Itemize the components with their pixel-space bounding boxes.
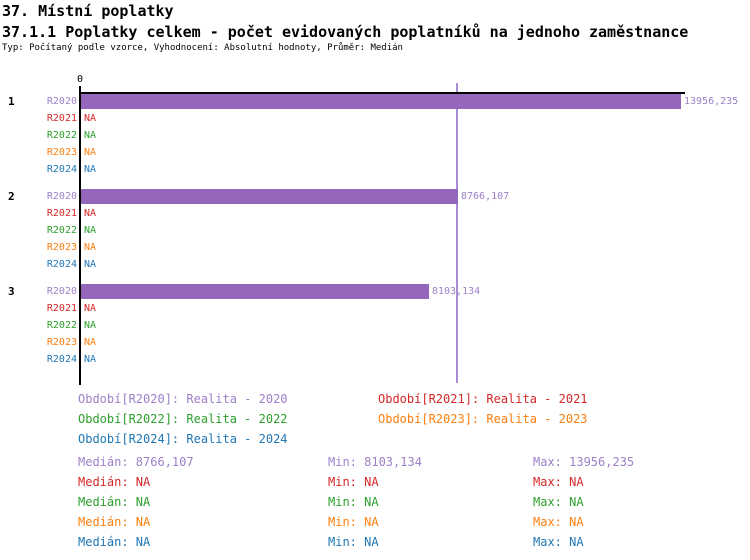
stat-max: Max: NA bbox=[533, 475, 584, 489]
chart-row: R2021 NA bbox=[0, 205, 750, 222]
y-axis-line bbox=[79, 86, 81, 385]
stats-row: Medián: NA Min: NA Max: NA bbox=[0, 496, 750, 510]
x-axis-line bbox=[79, 92, 685, 94]
legend-item-r2024: Období[R2024]: Realita - 2024 bbox=[78, 432, 288, 446]
stat-min: Min: NA bbox=[328, 515, 379, 529]
chart-row: R2023 NA bbox=[0, 239, 750, 256]
value-bar bbox=[81, 284, 429, 299]
stat-min: Min: 8103,134 bbox=[328, 455, 422, 469]
chart-row: R2021 NA bbox=[0, 300, 750, 317]
value-label: NA bbox=[84, 354, 97, 365]
chart-row: R2022 NA bbox=[0, 127, 750, 144]
stats-row: Medián: NA Min: NA Max: NA bbox=[0, 536, 750, 550]
series-label: R2020 bbox=[46, 96, 77, 107]
chart-row: R2020 8766,107 bbox=[0, 188, 750, 205]
median-line bbox=[456, 83, 458, 383]
value-label: 8766,107 bbox=[461, 191, 510, 202]
chart-row: R2023 NA bbox=[0, 334, 750, 351]
chart-row: R2024 NA bbox=[0, 161, 750, 178]
value-label: 8103,134 bbox=[432, 286, 481, 297]
value-bar bbox=[81, 94, 681, 109]
legend-item-r2022: Období[R2022]: Realita - 2022 bbox=[78, 412, 288, 426]
value-label: NA bbox=[84, 208, 97, 219]
series-label: R2021 bbox=[46, 208, 77, 219]
series-label: R2022 bbox=[46, 225, 77, 236]
stat-max: Max: NA bbox=[533, 515, 584, 529]
value-bar bbox=[81, 189, 458, 204]
value-label: NA bbox=[84, 113, 97, 124]
series-label: R2023 bbox=[46, 147, 77, 158]
chart-row: R2024 NA bbox=[0, 351, 750, 368]
series-label: R2021 bbox=[46, 113, 77, 124]
chart-row: R2024 NA bbox=[0, 256, 750, 273]
value-label: NA bbox=[84, 242, 97, 253]
value-label: NA bbox=[84, 147, 97, 158]
series-label: R2022 bbox=[46, 320, 77, 331]
chart-row: R2023 NA bbox=[0, 144, 750, 161]
series-label: R2024 bbox=[46, 354, 77, 365]
value-label: 13956,235 bbox=[684, 96, 739, 107]
stat-median: Medián: NA bbox=[78, 475, 151, 489]
chart-group-2: 2 R2020 8766,107 R2021 NA R2022 NA R2023… bbox=[0, 188, 750, 273]
series-label: R2020 bbox=[46, 191, 77, 202]
stat-max: Max: NA bbox=[533, 495, 584, 509]
value-label: NA bbox=[84, 337, 97, 348]
group-label: 2 bbox=[8, 190, 15, 203]
page-subtitle: 37.1.1 Poplatky celkem - počet evidovaný… bbox=[2, 23, 689, 41]
stat-median: Medián: NA bbox=[78, 535, 151, 549]
stat-median: Medián: NA bbox=[78, 515, 151, 529]
stats-row: Medián: NA Min: NA Max: NA bbox=[0, 476, 750, 490]
stat-max: Max: NA bbox=[533, 535, 584, 549]
stat-min: Min: NA bbox=[328, 475, 379, 489]
series-label: R2023 bbox=[46, 337, 77, 348]
group-label: 3 bbox=[8, 285, 15, 298]
value-label: NA bbox=[84, 259, 97, 270]
series-label: R2022 bbox=[46, 130, 77, 141]
value-label: NA bbox=[84, 303, 97, 314]
series-label: R2023 bbox=[46, 242, 77, 253]
legend-item-r2023: Období[R2023]: Realita - 2023 bbox=[378, 412, 588, 426]
stats-row: Medián: 8766,107 Min: 8103,134 Max: 1395… bbox=[0, 456, 750, 470]
stat-median: Medián: NA bbox=[78, 495, 151, 509]
chart-group-1: 1 R2020 13956,235 R2021 NA R2022 NA R202… bbox=[0, 93, 750, 178]
x-axis-zero-label: 0 bbox=[76, 74, 84, 85]
series-label: R2024 bbox=[46, 259, 77, 270]
chart-meta: Typ: Počítaný podle vzorce, Vyhodnocení:… bbox=[2, 43, 403, 53]
value-label: NA bbox=[84, 320, 97, 331]
series-label: R2020 bbox=[46, 286, 77, 297]
group-label: 1 bbox=[8, 95, 15, 108]
series-label: R2024 bbox=[46, 164, 77, 175]
stat-min: Min: NA bbox=[328, 535, 379, 549]
chart-row: R2021 NA bbox=[0, 110, 750, 127]
chart-row: R2022 NA bbox=[0, 222, 750, 239]
legend-item-r2020: Období[R2020]: Realita - 2020 bbox=[78, 392, 288, 406]
chart-row: R2022 NA bbox=[0, 317, 750, 334]
legend-item-r2021: Období[R2021]: Realita - 2021 bbox=[378, 392, 588, 406]
stat-min: Min: NA bbox=[328, 495, 379, 509]
stat-max: Max: 13956,235 bbox=[533, 455, 635, 469]
value-label: NA bbox=[84, 164, 97, 175]
value-label: NA bbox=[84, 225, 97, 236]
series-label: R2021 bbox=[46, 303, 77, 314]
stat-median: Medián: 8766,107 bbox=[78, 455, 194, 469]
page-title: 37. Místní poplatky bbox=[2, 2, 174, 20]
stats-row: Medián: NA Min: NA Max: NA bbox=[0, 516, 750, 530]
chart-row: R2020 13956,235 bbox=[0, 93, 750, 110]
value-label: NA bbox=[84, 130, 97, 141]
chart-row: R2020 8103,134 bbox=[0, 283, 750, 300]
chart-group-3: 3 R2020 8103,134 R2021 NA R2022 NA R2023… bbox=[0, 283, 750, 368]
